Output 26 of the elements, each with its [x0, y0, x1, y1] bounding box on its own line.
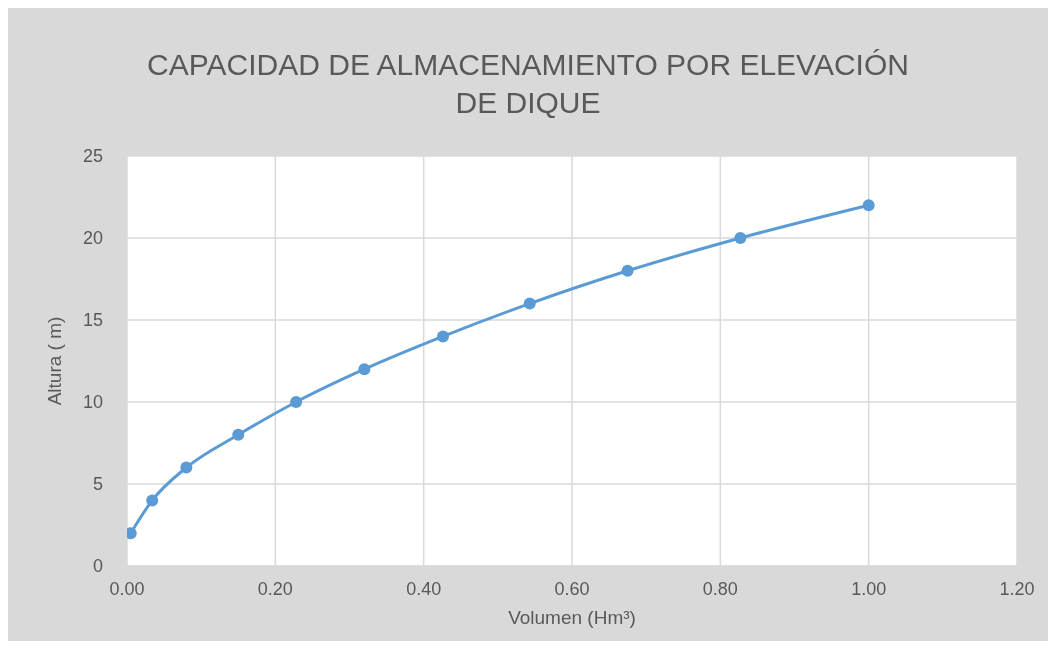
point [180, 461, 193, 474]
x-tick-label: 1.20 [999, 578, 1035, 599]
x-tick-label: 0.80 [702, 578, 738, 599]
point [862, 199, 875, 212]
point [621, 264, 634, 277]
x-tick-label: 0.00 [109, 578, 145, 599]
y-tick-label: 15 [82, 310, 103, 331]
y-tick-label: 25 [82, 146, 103, 167]
point [232, 428, 245, 441]
y-tick-label: 20 [82, 228, 103, 249]
x-tick-label: 0.40 [406, 578, 442, 599]
y-tick-label: 10 [82, 392, 103, 413]
y-axis-title: Altura ( m) [43, 316, 65, 406]
point [523, 297, 536, 310]
x-tick-label: 0.20 [257, 578, 293, 599]
x-tick-label: 1.00 [851, 578, 887, 599]
point [146, 494, 159, 507]
x-axis-title: Volumen (Hm³) [508, 607, 636, 628]
y-tick-label: 0 [92, 556, 103, 577]
point [734, 232, 747, 244]
y-tick-label: 5 [92, 474, 103, 495]
point [358, 363, 371, 376]
point [436, 330, 449, 343]
point [290, 396, 303, 408]
chart-title: CAPACIDAD DE ALMACENAMIENTO POR ELEVACIÓN DE DIQUE [146, 47, 910, 121]
x-tick-label: 0.60 [554, 578, 590, 599]
